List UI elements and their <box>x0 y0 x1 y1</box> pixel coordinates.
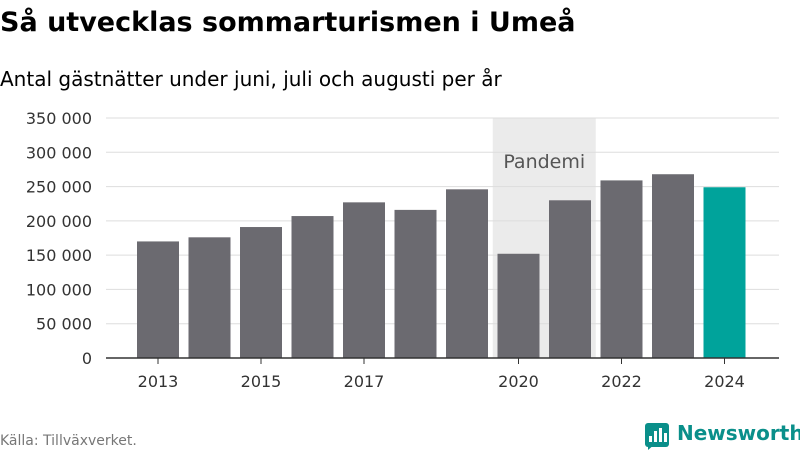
bar-2013 <box>137 241 179 358</box>
x-tick-label: 2020 <box>498 372 539 391</box>
brand-name: Newsworthy <box>677 421 800 445</box>
chart-subtitle: Antal gästnätter under juni, juli och au… <box>0 67 502 91</box>
pandemic-band-label: Pandemi <box>503 151 585 173</box>
bar-2016 <box>291 216 334 358</box>
x-tick-label: 2017 <box>344 372 385 391</box>
bar-2014 <box>188 237 231 358</box>
axis-layer <box>106 357 779 364</box>
x-tick-label: 2024 <box>704 372 745 391</box>
bar-2023 <box>652 174 694 358</box>
bar-2021 <box>549 200 591 358</box>
brand-logo: Newsworthy <box>645 421 800 450</box>
bars-layer <box>137 174 746 358</box>
y-tick-label: 100 000 <box>26 280 92 299</box>
y-tick-labels: 0 50 000 100 000 150 000 200 000 250 000 300 0… <box>26 109 92 368</box>
x-tick-labels: 2013 2015 2017 2020 2022 2024 <box>138 372 745 391</box>
bar-2018 <box>394 209 437 358</box>
bar-2020 <box>497 253 540 358</box>
newsworthy-logo-icon <box>645 423 669 450</box>
source-text: Källa: Tillväxverket. <box>0 433 137 449</box>
bar-2022 <box>600 180 643 358</box>
bar-2019 <box>446 189 488 358</box>
x-tick-label: 2015 <box>241 372 282 391</box>
y-tick-label: 300 000 <box>26 143 92 162</box>
x-tick-label: 2013 <box>138 372 179 391</box>
y-tick-label: 350 000 <box>26 109 92 128</box>
y-tick-label: 250 000 <box>26 178 92 197</box>
chart-title: Så utvecklas sommarturismen i Umeå <box>0 6 576 38</box>
bar-2017 <box>343 202 385 358</box>
bar-2015 <box>240 227 282 358</box>
x-tick-label: 2022 <box>601 372 642 391</box>
y-tick-label: 200 000 <box>26 212 92 231</box>
bar-2024 <box>703 187 746 358</box>
y-tick-label: 150 000 <box>26 246 92 265</box>
y-tick-label: 0 <box>82 349 92 368</box>
y-tick-label: 50 000 <box>36 315 92 334</box>
